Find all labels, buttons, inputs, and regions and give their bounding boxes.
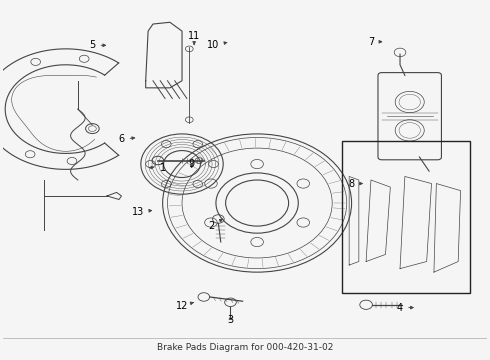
Text: 13: 13: [132, 207, 152, 217]
Text: 11: 11: [188, 31, 200, 45]
Text: 3: 3: [227, 315, 234, 325]
Text: 6: 6: [119, 134, 135, 144]
Text: Brake Pads Diagram for 000-420-31-02: Brake Pads Diagram for 000-420-31-02: [157, 343, 333, 352]
Text: 10: 10: [207, 40, 227, 50]
Text: 9: 9: [189, 159, 195, 169]
Text: 1: 1: [149, 163, 166, 172]
Text: 12: 12: [176, 301, 194, 311]
Bar: [342, 141, 470, 293]
Text: 7: 7: [368, 37, 382, 47]
Text: 4: 4: [397, 303, 413, 312]
Text: 2: 2: [208, 219, 222, 231]
Text: 5: 5: [89, 40, 106, 50]
Text: 8: 8: [348, 179, 363, 189]
